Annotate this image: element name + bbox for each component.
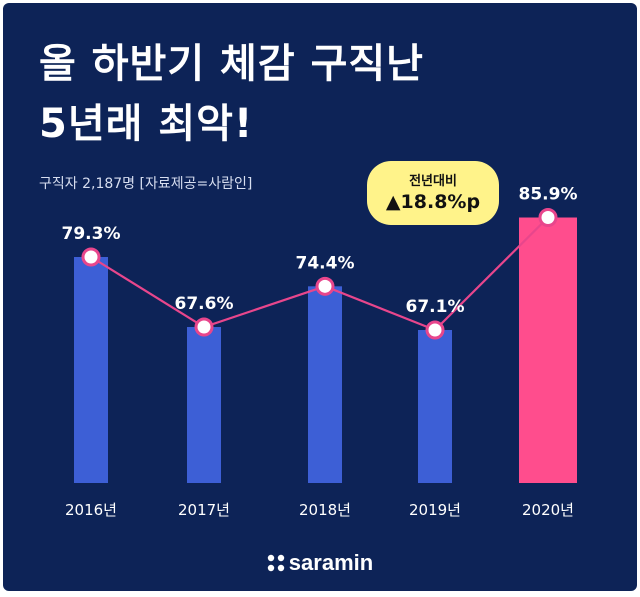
data-point-2016년 [81, 247, 101, 267]
value-label: 67.6% [175, 294, 234, 314]
data-point-2018년 [315, 276, 335, 296]
data-point-2017년 [194, 317, 214, 337]
bar-2017년 [187, 327, 221, 483]
bar-chart: 79.3% 67.6% 74.4% 67.1% 85.9% 2016년 2017년 2018년… [62, 185, 578, 519]
data-point-2020년 [538, 208, 558, 228]
value-label: 74.4% [296, 253, 355, 273]
logo-text: saramin [288, 550, 374, 576]
source-note: 구직자 2,187명 [자료제공=사람인] [39, 176, 253, 192]
yoy-callout-badge: 전년대비 ▲18.8%p [367, 161, 499, 225]
value-label: 79.3% [62, 224, 121, 244]
x-tick-label: 2020년 [522, 501, 574, 519]
x-tick-label: 2016년 [65, 501, 117, 519]
saramin-logo: saramin [3, 549, 637, 576]
value-label: 67.1% [406, 297, 465, 317]
callout-label: 전년대비 [409, 174, 457, 189]
logo-dots-icon [267, 554, 284, 572]
headline-line-2: 5년래 최악! [39, 101, 254, 147]
x-tick-label: 2017년 [178, 501, 230, 519]
callout-value: ▲18.8%p [385, 191, 481, 213]
data-point-2019년 [425, 320, 445, 340]
x-tick-label: 2018년 [299, 501, 351, 519]
infographic-card: 올 하반기 체감 구직난 5년래 최악! 구직자 2,187명 [자료제공=사람… [3, 3, 637, 591]
headline-line-1: 올 하반기 체감 구직난 [39, 41, 424, 87]
bar-2020년 [519, 217, 577, 484]
bar-2016년 [74, 257, 108, 483]
value-label: 85.9% [519, 185, 578, 205]
bar-2018년 [308, 286, 342, 483]
bar-2019년 [418, 330, 452, 483]
x-tick-label: 2019년 [409, 501, 461, 519]
